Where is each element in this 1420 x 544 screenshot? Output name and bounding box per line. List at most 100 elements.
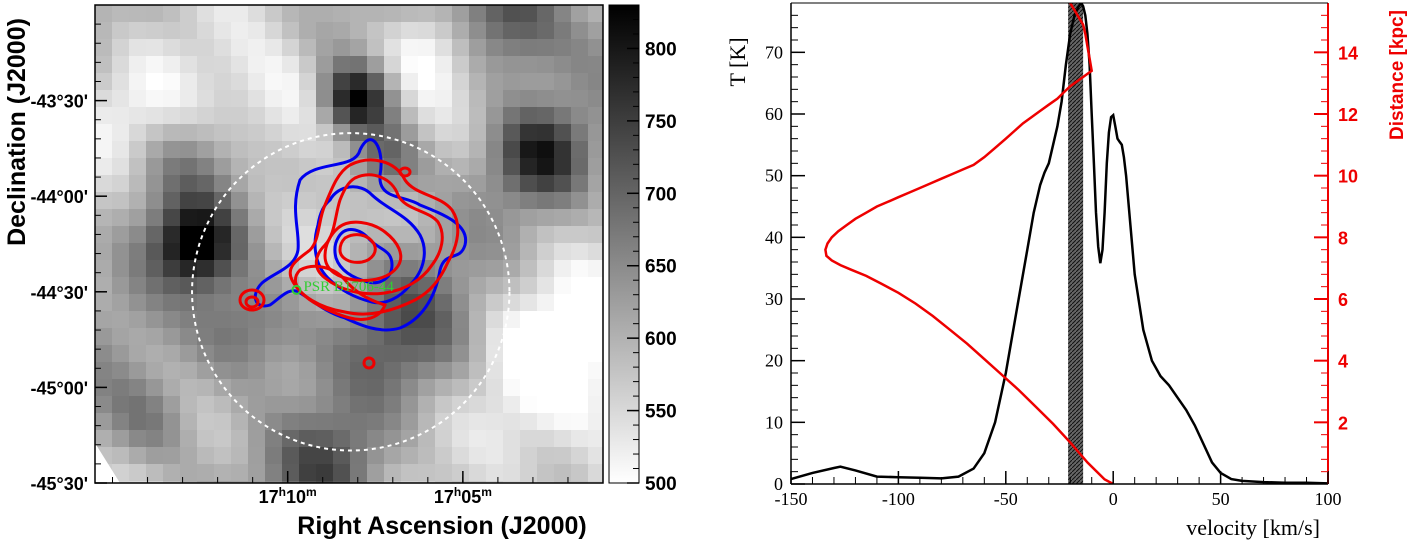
map-pixel bbox=[469, 209, 487, 227]
map-pixel bbox=[316, 362, 334, 380]
map-pixel bbox=[486, 39, 504, 57]
map-y-tick-label: -45°30' bbox=[30, 474, 88, 494]
map-pixel bbox=[214, 277, 232, 295]
map-pixel bbox=[163, 430, 181, 448]
map-pixel bbox=[367, 90, 385, 108]
map-pixel bbox=[163, 277, 181, 295]
map-pixel bbox=[418, 362, 436, 380]
map-pixel bbox=[401, 56, 419, 74]
map-pixel bbox=[282, 294, 300, 312]
map-pixel bbox=[452, 39, 470, 57]
map-pixel bbox=[299, 277, 317, 295]
map-pixel bbox=[384, 345, 402, 363]
map-pixel bbox=[503, 107, 521, 125]
map-pixel bbox=[571, 328, 589, 346]
map-pixel bbox=[503, 413, 521, 431]
map-pixel bbox=[571, 73, 589, 91]
map-pixel bbox=[571, 243, 589, 261]
red-contours bbox=[238, 158, 460, 370]
map-pixel bbox=[129, 379, 147, 397]
map-pixel bbox=[265, 345, 283, 363]
map-pixel bbox=[299, 124, 317, 142]
map-pixel bbox=[282, 362, 300, 380]
map-pixel bbox=[520, 90, 538, 108]
map-pixel bbox=[435, 277, 453, 295]
map-pixel bbox=[299, 39, 317, 57]
map-pixel bbox=[469, 481, 487, 483]
plot-right-tick-label: 10 bbox=[1338, 167, 1358, 187]
map-pixel bbox=[129, 141, 147, 159]
map-pixel bbox=[588, 243, 603, 261]
map-pixel bbox=[231, 379, 249, 397]
map-pixel bbox=[333, 362, 351, 380]
map-pixel bbox=[112, 260, 130, 278]
map-pixel bbox=[316, 379, 334, 397]
map-pixel bbox=[588, 158, 603, 176]
map-pixel bbox=[588, 328, 603, 346]
map-pixel bbox=[588, 413, 603, 431]
map-pixel bbox=[163, 260, 181, 278]
map-pixel bbox=[248, 209, 266, 227]
map-pixel bbox=[384, 447, 402, 465]
map-pixel bbox=[571, 56, 589, 74]
map-y-tick-label: -45°00' bbox=[30, 378, 88, 398]
map-pixel bbox=[588, 39, 603, 57]
map-pixel bbox=[384, 226, 402, 244]
map-pixel bbox=[588, 192, 603, 210]
map-pixel bbox=[333, 413, 351, 431]
map-pixel bbox=[231, 73, 249, 91]
map-pixel bbox=[571, 226, 589, 244]
map-pixel bbox=[146, 209, 164, 227]
map-pixel bbox=[248, 5, 266, 23]
map-pixel bbox=[435, 5, 453, 23]
map-pixel bbox=[401, 362, 419, 380]
plot-right-axis-title: Distance [kpc] bbox=[1387, 10, 1408, 140]
map-pixel bbox=[197, 124, 215, 142]
map-pixel bbox=[129, 447, 147, 465]
map-pixel bbox=[112, 294, 130, 312]
map-pixel bbox=[503, 260, 521, 278]
map-pixel bbox=[112, 192, 130, 210]
map-pixel bbox=[146, 226, 164, 244]
map-pixel bbox=[350, 243, 368, 261]
map-pixel bbox=[401, 481, 419, 483]
map-pixel bbox=[452, 379, 470, 397]
map-pixel bbox=[571, 107, 589, 125]
map-pixel bbox=[95, 158, 113, 176]
map-pixel bbox=[452, 481, 470, 483]
map-pixel bbox=[146, 175, 164, 193]
map-pixel bbox=[231, 277, 249, 295]
map-pixel bbox=[469, 5, 487, 23]
map-pixel bbox=[316, 447, 334, 465]
map-pixel bbox=[469, 141, 487, 159]
map-pixel bbox=[112, 5, 130, 23]
map-pixel bbox=[435, 413, 453, 431]
map-pixel bbox=[112, 226, 130, 244]
map-pixel bbox=[486, 345, 504, 363]
map-pixel bbox=[146, 22, 164, 40]
map-pixel bbox=[282, 226, 300, 244]
map-pixel bbox=[401, 345, 419, 363]
map-pixel bbox=[571, 311, 589, 329]
plot-right-tick-label: 8 bbox=[1338, 228, 1348, 248]
map-pixel bbox=[486, 277, 504, 295]
map-pixel bbox=[588, 345, 603, 363]
map-pixel bbox=[180, 430, 198, 448]
map-pixel bbox=[554, 90, 572, 108]
map-pixel bbox=[588, 175, 603, 193]
plot-x-tick-label: -100 bbox=[882, 489, 915, 509]
map-pixel bbox=[571, 22, 589, 40]
map-pixel bbox=[520, 481, 538, 483]
map-pixel bbox=[401, 413, 419, 431]
map-pixel bbox=[588, 260, 603, 278]
plot-right-tick-label: 4 bbox=[1338, 352, 1348, 372]
map-x-tick-label: 17h10m bbox=[259, 485, 317, 507]
map-pixel bbox=[435, 396, 453, 414]
map-pixel bbox=[350, 345, 368, 363]
map-pixel bbox=[486, 379, 504, 397]
map-pixel bbox=[299, 209, 317, 227]
map-pixel bbox=[163, 294, 181, 312]
map-pixel bbox=[418, 141, 436, 159]
map-pixel bbox=[452, 22, 470, 40]
map-pixel bbox=[384, 5, 402, 23]
